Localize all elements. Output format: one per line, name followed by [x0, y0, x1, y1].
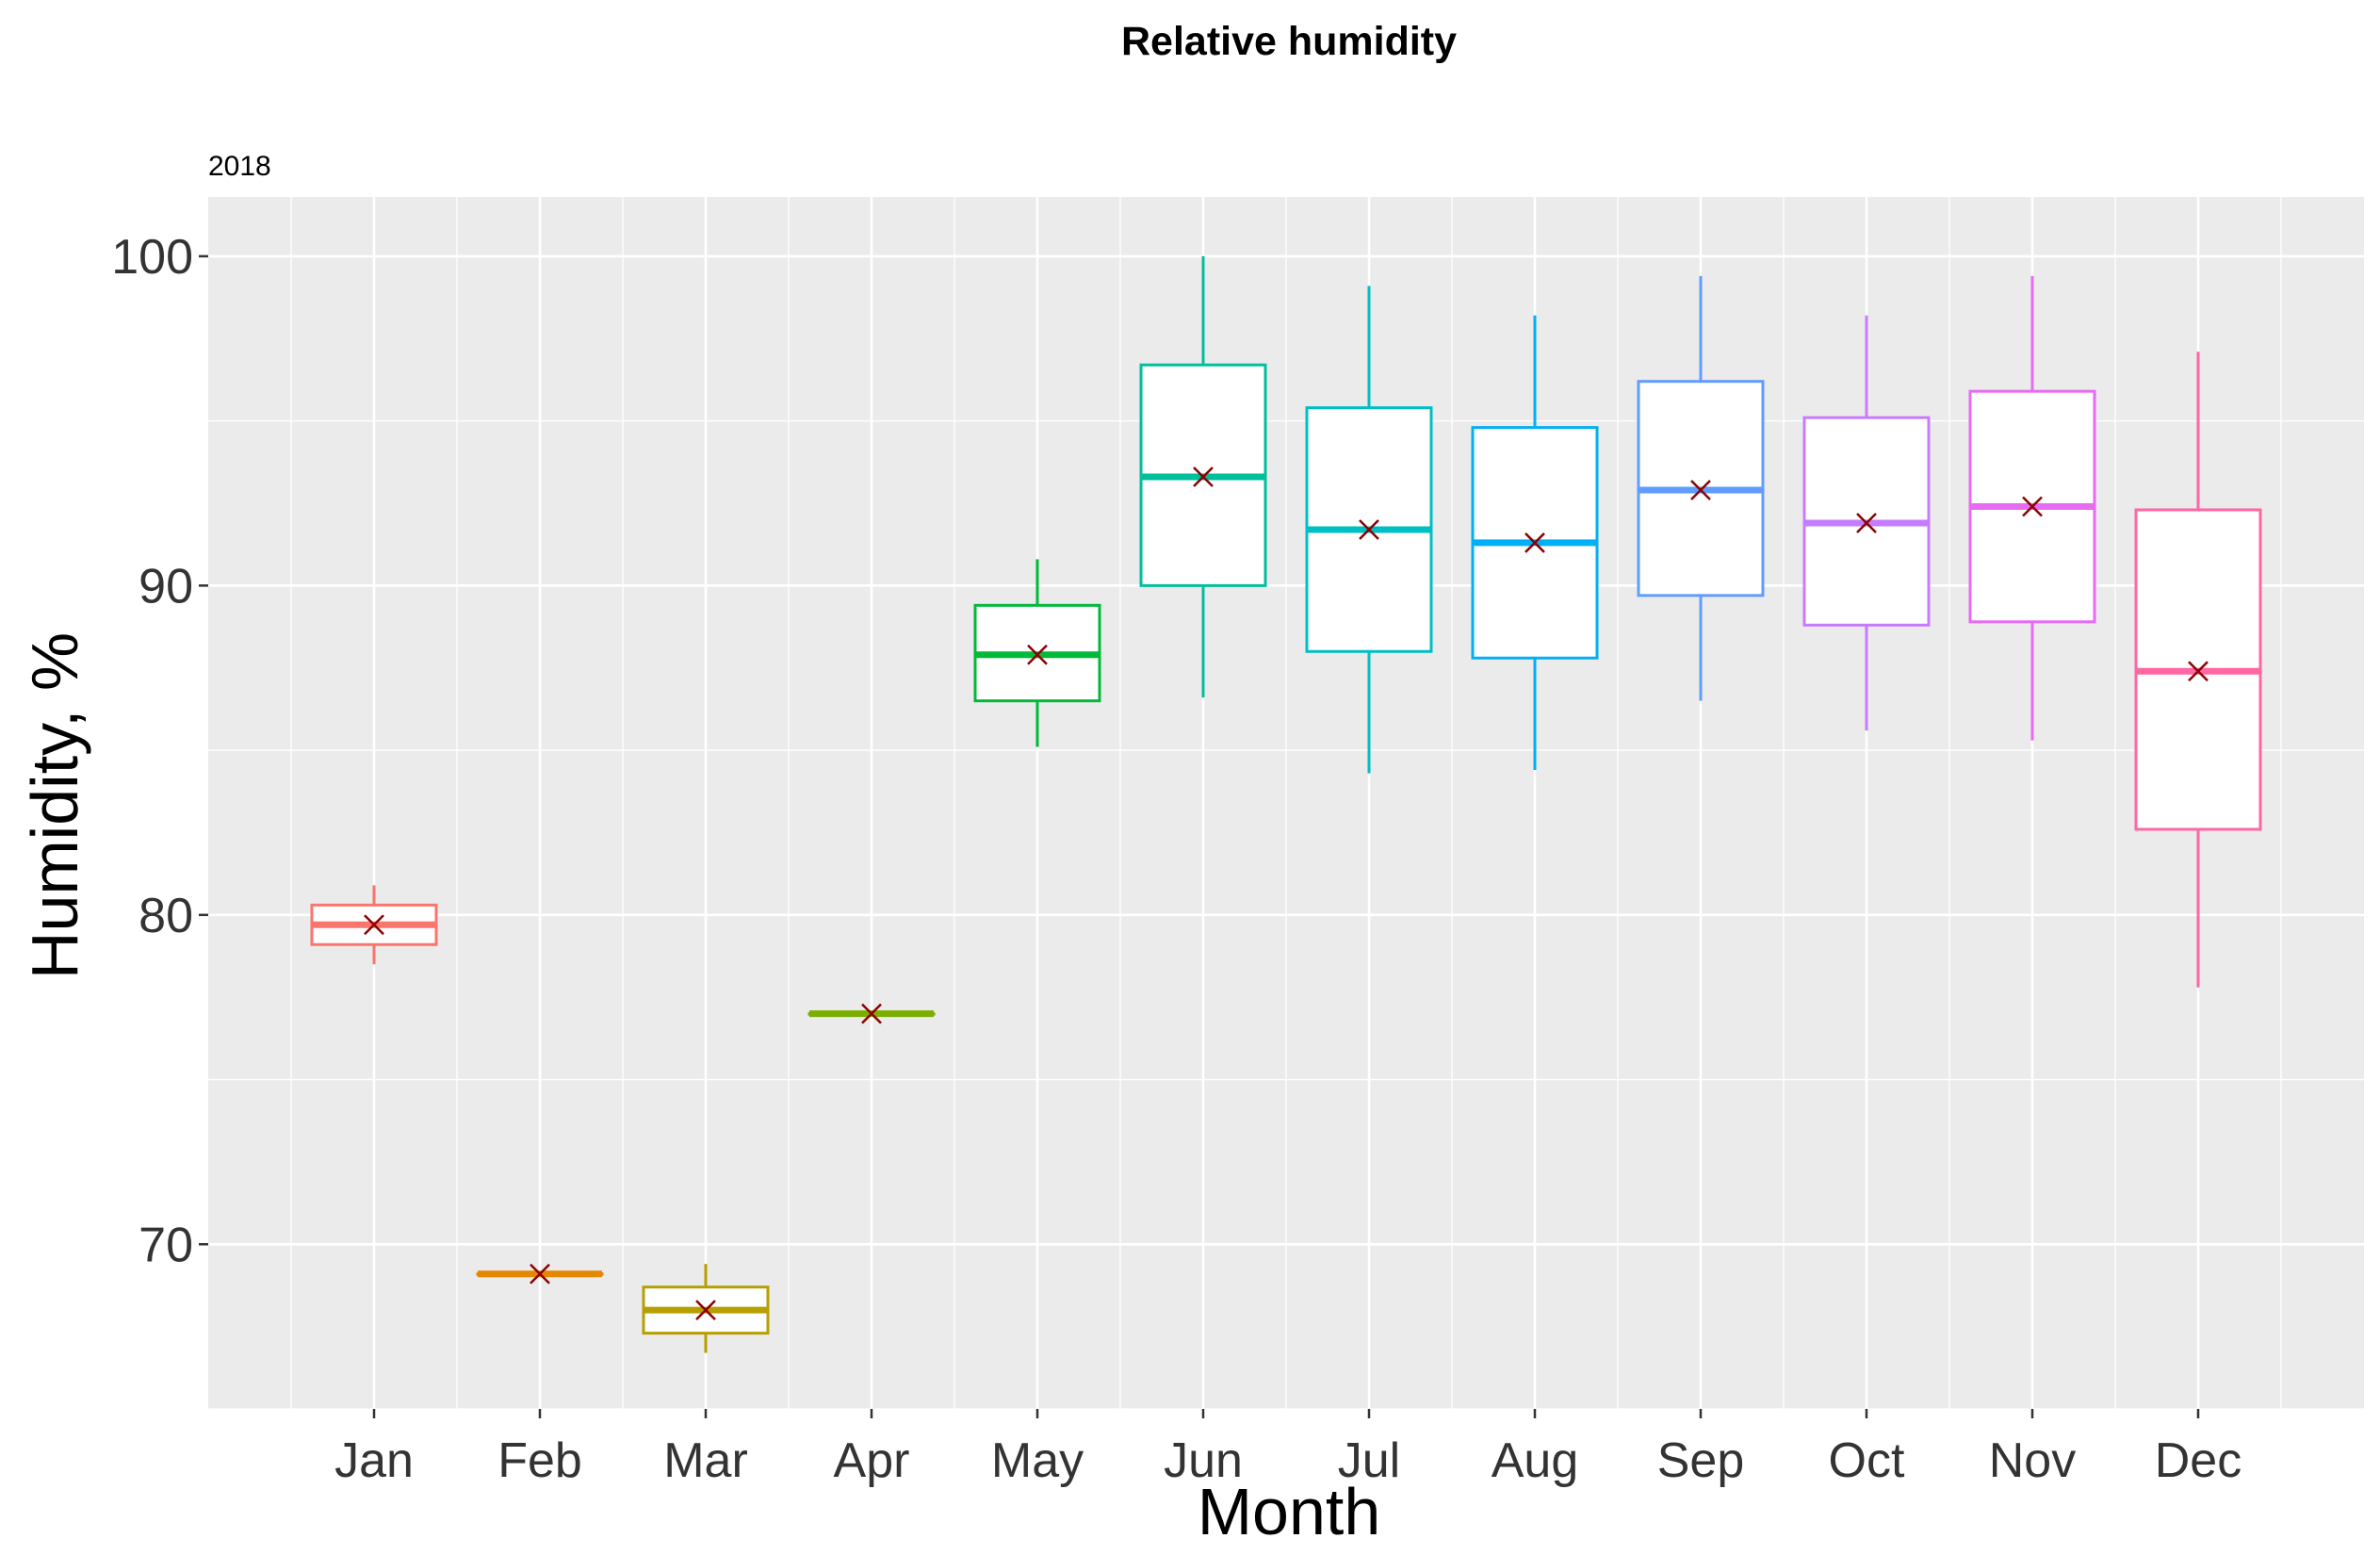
mean-marker [861, 1003, 882, 1024]
y-tick-label: 100 [111, 230, 193, 285]
y-tick-label: 90 [139, 559, 193, 614]
x-tick-label: Sep [1657, 1433, 1745, 1488]
box-may [973, 559, 1101, 747]
x-tick-label: Nov [1989, 1433, 2076, 1488]
x-tick-label: Jul [1338, 1433, 1400, 1488]
box-jun [1139, 255, 1267, 698]
mean-marker [1359, 519, 1379, 540]
box-feb [476, 1263, 604, 1285]
box-apr [807, 1003, 936, 1024]
y-tick-label: 80 [139, 889, 193, 943]
x-tick-label: Jan [334, 1433, 414, 1488]
mean-marker [1193, 466, 1214, 487]
mean-marker [530, 1263, 550, 1285]
x-tick-label: Oct [1829, 1433, 1905, 1488]
x-tick-label: Aug [1492, 1433, 1579, 1488]
box-jul [1305, 286, 1433, 774]
box-jan [310, 885, 438, 965]
axes-layer: 70 80 90 100 Jan Feb Mar Apr May Jun Jul Aug Sep Oct N… [111, 230, 2241, 1488]
mean-marker [695, 1300, 716, 1321]
x-tick-label: Mar [663, 1433, 748, 1488]
mean-marker [1524, 532, 1545, 553]
mean-marker [1856, 513, 1877, 533]
y-tick-label: 70 [139, 1218, 193, 1272]
x-tick-label: May [991, 1433, 1084, 1488]
chart-subtitle: 2018 [208, 151, 271, 182]
mean-marker [364, 914, 384, 936]
x-tick-label: Feb [497, 1433, 582, 1488]
y-axis-label: Humidity, % [18, 632, 91, 979]
box-sep [1637, 275, 1765, 701]
mean-marker [1027, 644, 1048, 665]
chart-title: Relative humidity [1121, 19, 1457, 64]
mean-marker [2188, 661, 2209, 682]
mean-marker [2022, 496, 2043, 517]
mean-marker [1690, 480, 1711, 500]
x-axis-label: Month [1198, 1475, 1381, 1548]
x-tick-label: Dec [2155, 1433, 2241, 1488]
x-tick-label: Apr [834, 1433, 910, 1488]
box-oct [1802, 315, 1931, 731]
x-tick-label: Jun [1164, 1433, 1243, 1488]
box-nov [1968, 275, 2096, 741]
box-aug [1471, 315, 1599, 771]
box-mar [642, 1264, 770, 1353]
boxes-layer [310, 255, 2262, 1353]
box-dec [2134, 352, 2262, 988]
